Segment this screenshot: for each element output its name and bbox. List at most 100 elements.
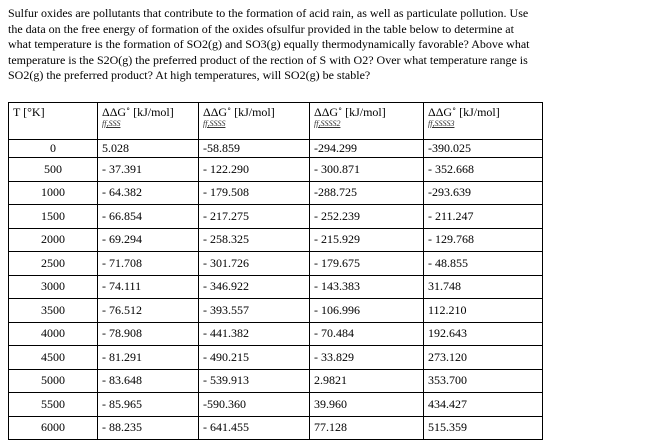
table-cell: - 129.768 bbox=[423, 227, 543, 252]
table-cell: - 441.382 bbox=[198, 321, 310, 346]
table-cell: 353.700 bbox=[423, 368, 543, 393]
header-row: T [°K] ΔΔG˚ [kJ/mol] ff,SSS ΔΔG˚ [kJ/mol] ff… bbox=[8, 102, 543, 140]
table-cell: - 539.913 bbox=[198, 368, 310, 393]
table-cell: - 81.291 bbox=[97, 345, 199, 370]
table-cell: - 211.247 bbox=[423, 204, 543, 229]
table-cell: 4500 bbox=[8, 345, 98, 370]
table-cell: 273.120 bbox=[423, 345, 543, 370]
table-cell: 515.359 bbox=[423, 415, 543, 440]
table-cell: - 300.871 bbox=[309, 157, 424, 182]
table-cell: - 48.855 bbox=[423, 251, 543, 276]
table-cell: - 258.325 bbox=[198, 227, 310, 252]
header-label: T [°K] bbox=[13, 105, 45, 119]
header-label: ΔΔG˚ [kJ/mol] bbox=[314, 105, 386, 119]
header-cell: ΔΔG˚ [kJ/mol] ff,SSSS3 bbox=[423, 102, 543, 140]
table-cell: 5.028 bbox=[97, 139, 199, 158]
table-cell: - 215.929 bbox=[309, 227, 424, 252]
header-cell: ΔΔG˚ [kJ/mol] ff,SSS bbox=[97, 102, 199, 140]
table-cell: -293.639 bbox=[423, 180, 543, 205]
table-cell: 434.427 bbox=[423, 392, 543, 417]
table-cell: - 393.557 bbox=[198, 298, 310, 323]
table-cell: 39.960 bbox=[309, 392, 424, 417]
table-row: 1500- 66.854- 217.275- 252.239- 211.247 bbox=[8, 204, 543, 229]
text-line: the data on the free energy of formation… bbox=[8, 21, 514, 36]
table-row: 2000- 69.294- 258.325- 215.929- 129.768 bbox=[8, 227, 543, 252]
table-cell: - 85.965 bbox=[97, 392, 199, 417]
table-row: 0 5.028 -58.859 -294.299 -390.025 bbox=[8, 139, 543, 158]
table-row: 3000- 74.111- 346.922- 143.383 31.748 bbox=[8, 274, 543, 299]
table-cell: -590.360 bbox=[198, 392, 310, 417]
table-row: 5000- 83.648- 539.913 2.9821 353.700 bbox=[8, 368, 543, 393]
table-cell: - 352.668 bbox=[423, 157, 543, 182]
header-cell: T [°K] bbox=[8, 102, 98, 140]
table-cell: - 69.294 bbox=[97, 227, 199, 252]
table-cell: -294.299 bbox=[309, 139, 424, 158]
table-cell: - 346.922 bbox=[198, 274, 310, 299]
table-cell: 3000 bbox=[8, 274, 98, 299]
header-cell: ΔΔG˚ [kJ/mol] ff,SSSS2 bbox=[309, 102, 424, 140]
table-row: 1000- 64.382- 179.508 -288.725 -293.639 bbox=[8, 180, 543, 205]
table-cell: - 37.391 bbox=[97, 157, 199, 182]
table-cell: - 33.829 bbox=[309, 345, 424, 370]
table-row: 5500- 85.965 -590.360 39.960 434.427 bbox=[8, 392, 543, 417]
header-label: ΔΔG˚ [kJ/mol] bbox=[102, 105, 174, 119]
text-line: temperature is the S2O(g) the preferred … bbox=[8, 52, 528, 67]
table-cell: 0 bbox=[8, 139, 98, 158]
table-cell: 2500 bbox=[8, 251, 98, 276]
table-row: 4000- 78.908- 441.382- 70.484 192.643 bbox=[8, 321, 543, 346]
table-cell: 1500 bbox=[8, 204, 98, 229]
table-cell: - 83.648 bbox=[97, 368, 199, 393]
header-label: ΔΔG˚ [kJ/mol] bbox=[428, 105, 500, 119]
table-cell: 3500 bbox=[8, 298, 98, 323]
question-text: Sulfur oxides are pollutants that contri… bbox=[8, 6, 530, 84]
table-cell: - 179.508 bbox=[198, 180, 310, 205]
table-cell: - 252.239 bbox=[309, 204, 424, 229]
table-cell: 112.210 bbox=[423, 298, 543, 323]
table-cell: - 74.111 bbox=[97, 274, 199, 299]
table-cell: - 301.726 bbox=[198, 251, 310, 276]
table-cell: - 78.908 bbox=[97, 321, 199, 346]
table-cell: 500 bbox=[8, 157, 98, 182]
table-cell: - 88.235 bbox=[97, 415, 199, 440]
table-row: 2500- 71.708- 301.726- 179.675- 48.855 bbox=[8, 251, 543, 276]
table-cell: 31.748 bbox=[423, 274, 543, 299]
table-cell: - 217.275 bbox=[198, 204, 310, 229]
table-cell: - 179.675 bbox=[309, 251, 424, 276]
table-cell: 77.128 bbox=[309, 415, 424, 440]
data-table: T [°K] ΔΔG˚ [kJ/mol] ff,SSS ΔΔG˚ [kJ/mol] ff… bbox=[8, 102, 543, 440]
table-cell: - 122.290 bbox=[198, 157, 310, 182]
header-subscript: ff,SSSS3 bbox=[428, 119, 455, 128]
text-line: Sulfur oxides are pollutants that contri… bbox=[8, 6, 529, 20]
header-subscript: ff,SSSS2 bbox=[314, 119, 341, 128]
table-row: 4500- 81.291- 490.215- 33.829 273.120 bbox=[8, 345, 543, 370]
table-cell: - 76.512 bbox=[97, 298, 199, 323]
table-row: 3500- 76.512- 393.557- 106.996 112.210 bbox=[8, 298, 543, 323]
header-cell: ΔΔG˚ [kJ/mol] ff,SSSS bbox=[198, 102, 310, 140]
table-cell: - 641.455 bbox=[198, 415, 310, 440]
table-cell: - 71.708 bbox=[97, 251, 199, 276]
table-cell: -288.725 bbox=[309, 180, 424, 205]
table-cell: 4000 bbox=[8, 321, 98, 346]
table-cell: - 66.854 bbox=[97, 204, 199, 229]
table-row: 6000- 88.235- 641.455 77.128 515.359 bbox=[8, 415, 543, 440]
table-cell: 2.9821 bbox=[309, 368, 424, 393]
table-cell: - 143.383 bbox=[309, 274, 424, 299]
text-line: what temperature is the formation of SO2… bbox=[8, 37, 530, 52]
table-cell: -58.859 bbox=[198, 139, 310, 158]
header-label: ΔΔG˚ [kJ/mol] bbox=[203, 105, 275, 119]
table-cell: 192.643 bbox=[423, 321, 543, 346]
table-cell: 5500 bbox=[8, 392, 98, 417]
table-cell: - 490.215 bbox=[198, 345, 310, 370]
header-subscript: ff,SSSS bbox=[203, 119, 226, 128]
table-cell: - 106.996 bbox=[309, 298, 424, 323]
table-cell: 2000 bbox=[8, 227, 98, 252]
header-subscript: ff,SSS bbox=[102, 119, 121, 128]
table-cell: - 64.382 bbox=[97, 180, 199, 205]
table-cell: 1000 bbox=[8, 180, 98, 205]
table-row: 500- 37.391- 122.290- 300.871- 352.668 bbox=[8, 157, 543, 182]
text-line: SO2(g) the preferred product? At high te… bbox=[8, 68, 371, 83]
table-cell: 6000 bbox=[8, 415, 98, 440]
table-cell: - 70.484 bbox=[309, 321, 424, 346]
table-cell: 5000 bbox=[8, 368, 98, 393]
